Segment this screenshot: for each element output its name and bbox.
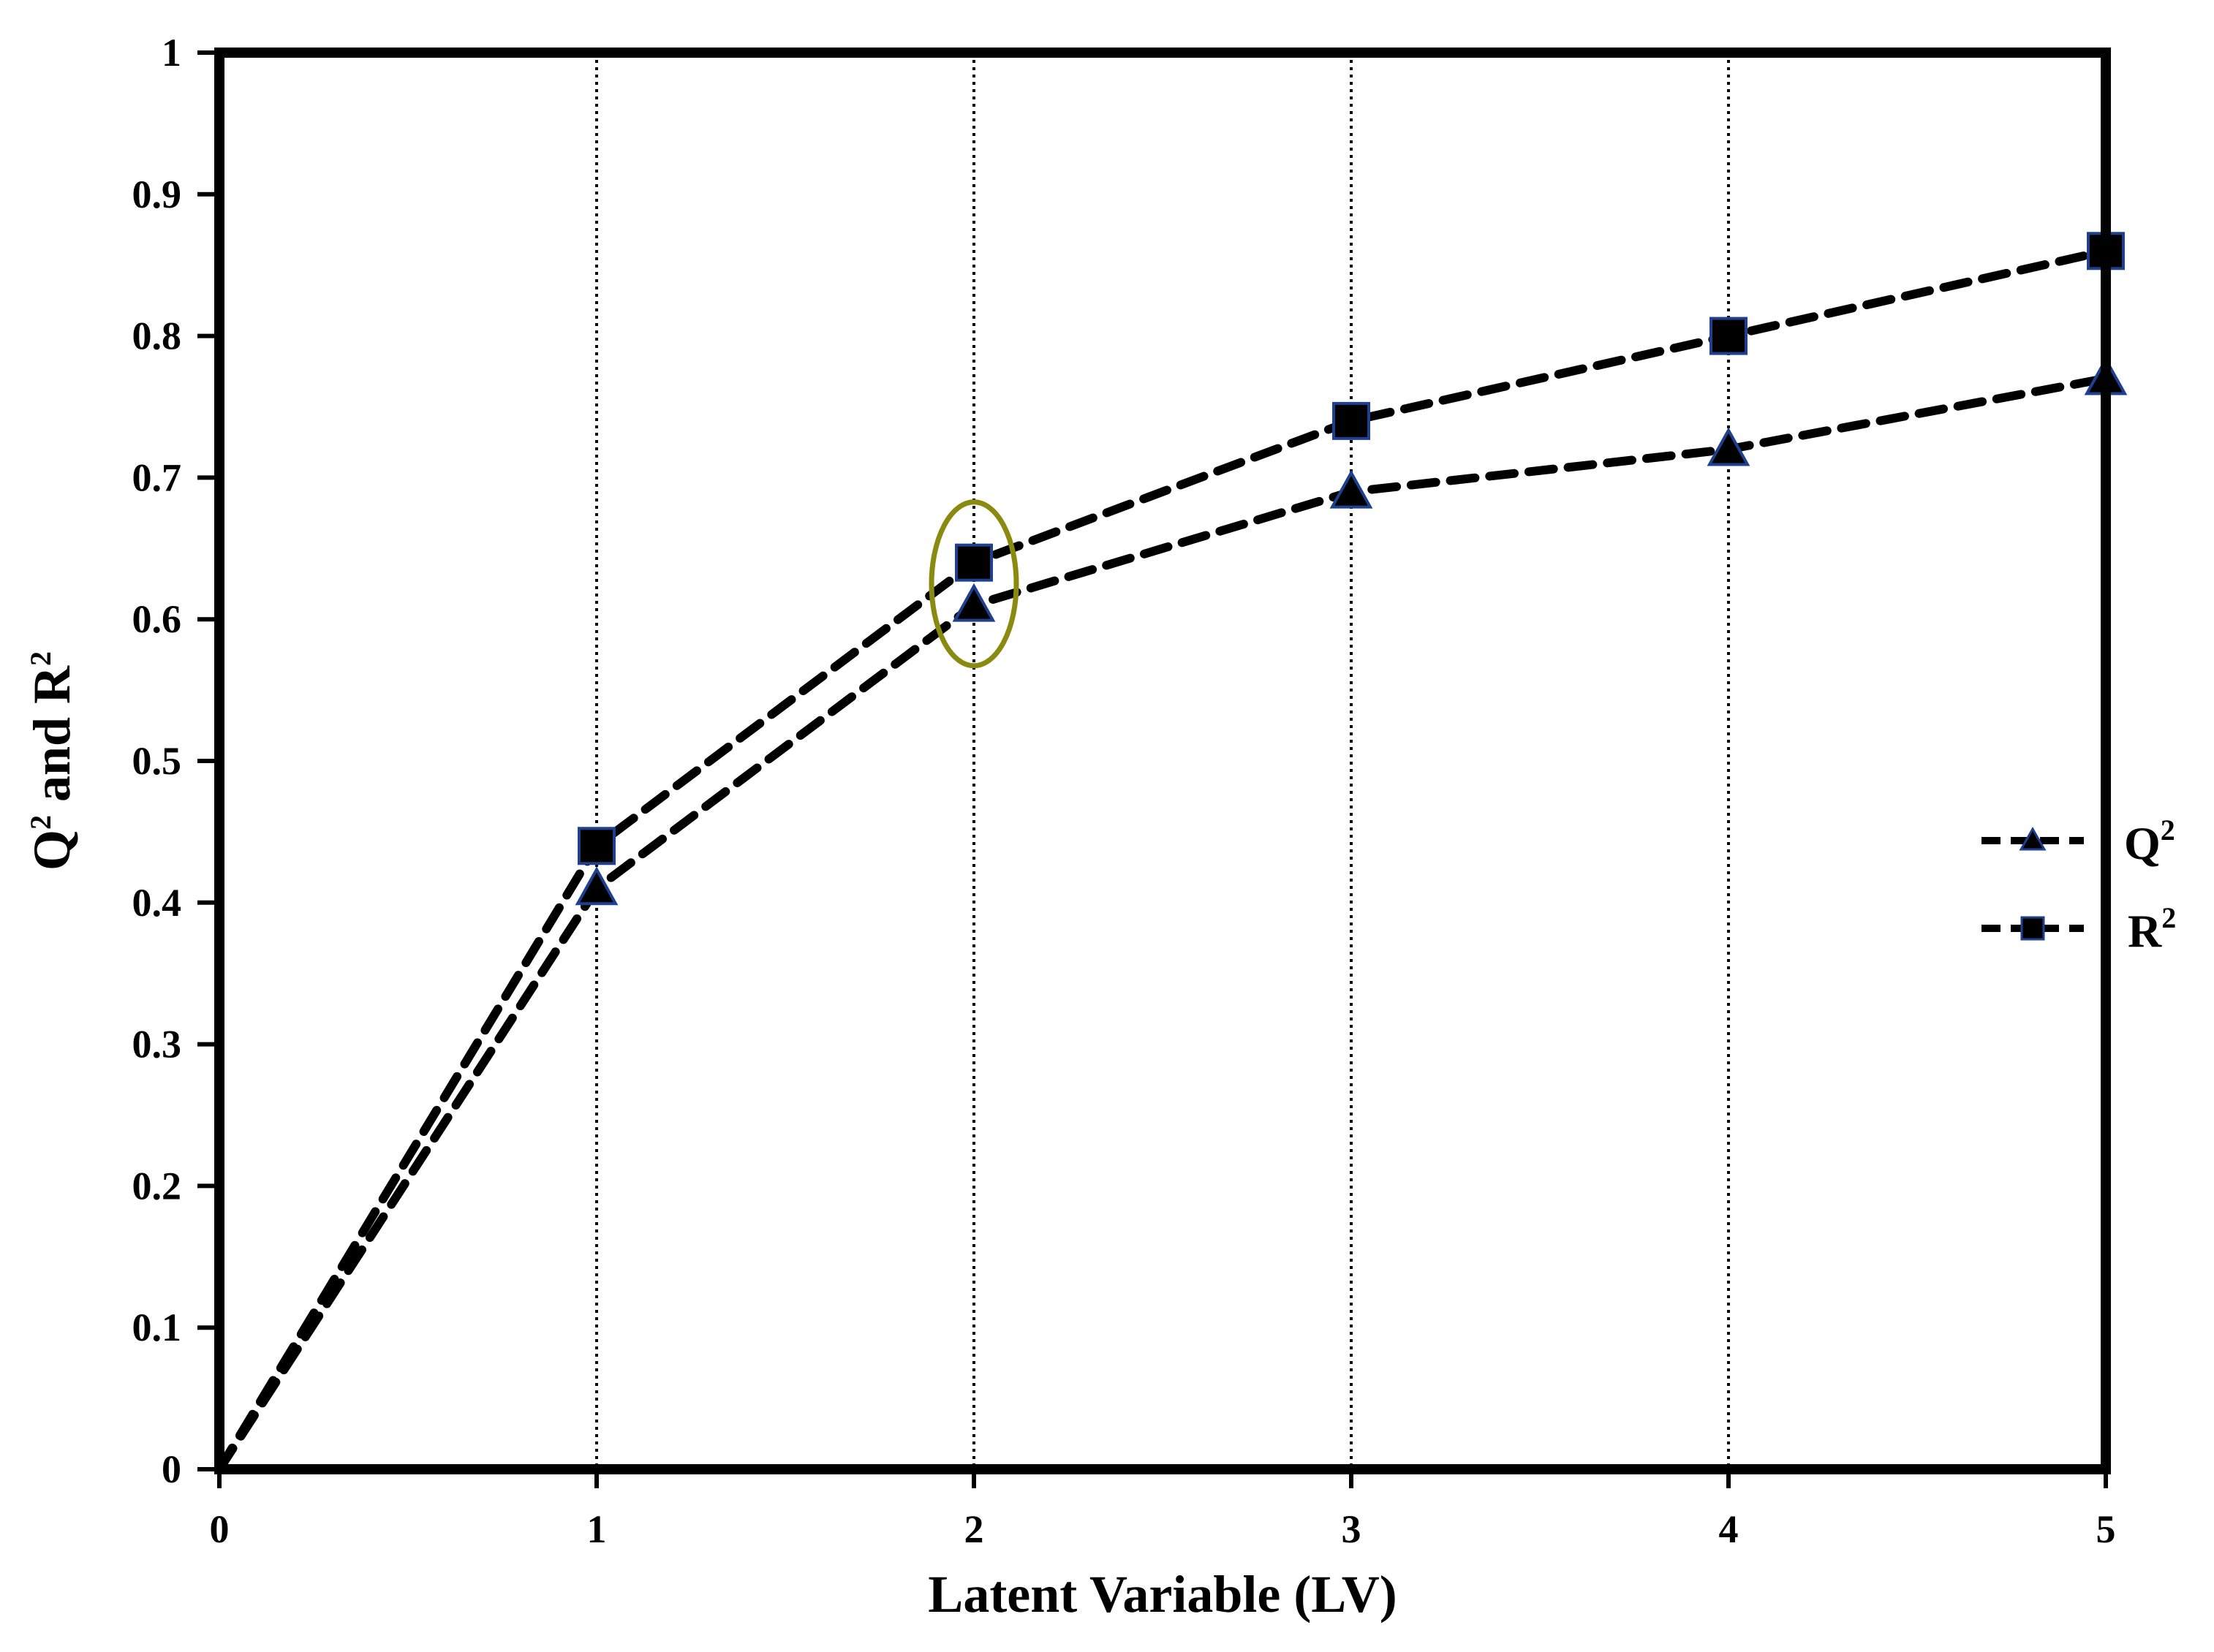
y-tick-label: 0.8 <box>132 314 182 358</box>
x-axis-ticks: 0 1 2 3 4 5 <box>210 1469 2116 1551</box>
vertical-gridlines <box>595 53 1730 1469</box>
y-axis-title-q: Q <box>23 830 81 871</box>
y-axis-ticks: 0 0.1 0.2 0.3 0.4 0.5 0.6 0.7 0.8 0.9 1 <box>132 31 219 1491</box>
highlight-layer <box>929 499 1019 669</box>
legend-r2-label: R2 <box>2128 901 2176 957</box>
legend-r2-square-marker <box>2020 916 2045 941</box>
marker-square <box>578 827 616 865</box>
y-tick-label: 0.7 <box>132 455 182 499</box>
legend-q2-label: Q2 <box>2124 814 2175 869</box>
marker-triangle <box>952 583 996 622</box>
y-axis-title-sup2: 2 <box>24 651 57 666</box>
series-line-square <box>215 246 2110 1474</box>
legend-q2-name: Q <box>2124 817 2161 869</box>
series-line-triangle <box>215 374 2110 1474</box>
y-axis-title: Q2 and R2 <box>23 651 81 871</box>
marker-square <box>1709 317 1748 355</box>
y-axis-title-mid: and R <box>23 665 81 815</box>
legend-q2-triangle-marker <box>2019 826 2047 851</box>
legend-q2-sup: 2 <box>2161 814 2175 846</box>
legend: Q2 R2 <box>1981 814 2176 957</box>
y-tick-label: 0.4 <box>132 881 182 925</box>
y-tick-label: 0.3 <box>132 1023 182 1066</box>
highlight-ellipse <box>929 499 1019 669</box>
y-axis-title-sup1: 2 <box>24 815 57 830</box>
y-tick-label: 0.5 <box>132 739 182 783</box>
y-tick-label: 0.1 <box>132 1306 182 1349</box>
marker-triangle <box>1707 427 1750 466</box>
plot-frame <box>214 48 2111 1474</box>
marker-triangle <box>1329 469 1373 509</box>
x-tick-label: 3 <box>1342 1507 1361 1551</box>
y-tick-label: 1 <box>162 31 181 75</box>
series-lines <box>215 246 2110 1474</box>
y-tick-label: 0 <box>162 1447 181 1491</box>
marker-triangle <box>575 866 619 906</box>
marker-square <box>1332 401 1370 440</box>
series-markers <box>575 232 2128 906</box>
legend-item-q2: Q2 <box>1981 814 2175 869</box>
x-tick-label: 0 <box>210 1507 230 1551</box>
y-tick-label: 0.9 <box>132 173 182 216</box>
marker-square <box>955 543 993 582</box>
legend-r2-name: R <box>2128 905 2162 957</box>
x-tick-label: 4 <box>1719 1507 1739 1551</box>
x-tick-label: 1 <box>587 1507 607 1551</box>
x-tick-label: 5 <box>2096 1507 2116 1551</box>
y-tick-label: 0.6 <box>132 597 182 641</box>
legend-item-r2: R2 <box>1981 901 2176 957</box>
x-tick-label: 2 <box>964 1507 984 1551</box>
x-axis-title: Latent Variable (LV) <box>928 1565 1397 1623</box>
y-tick-label: 0.2 <box>132 1164 182 1208</box>
legend-r2-sup: 2 <box>2161 901 2176 934</box>
